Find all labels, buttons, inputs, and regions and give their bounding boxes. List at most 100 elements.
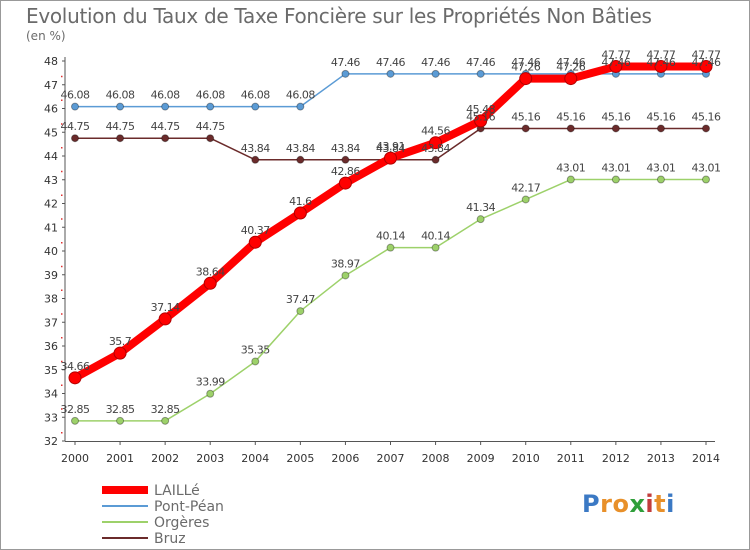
- data-point: [251, 102, 260, 111]
- data-label: 45.16: [601, 110, 630, 123]
- data-point: [206, 389, 215, 398]
- data-label: 47.46: [692, 56, 721, 69]
- data-point: [521, 195, 530, 204]
- data-point: [431, 155, 440, 164]
- y-tick-label: 43: [44, 174, 58, 187]
- data-label: 37.14: [151, 301, 180, 314]
- data-label: 46.08: [196, 89, 225, 102]
- unit-label: (en %): [26, 29, 66, 43]
- data-label: 32.85: [151, 403, 180, 416]
- data-point: [656, 175, 665, 184]
- y-tick-label: 42: [44, 198, 58, 211]
- data-label: 44.75: [151, 120, 180, 133]
- data-label: 45.16: [692, 110, 721, 123]
- data-point: [654, 59, 668, 73]
- data-label: 47.46: [376, 56, 405, 69]
- logo-letter: i: [645, 490, 655, 518]
- data-label: 47.26: [556, 61, 585, 74]
- data-point: [251, 155, 260, 164]
- data-point: [431, 69, 440, 78]
- data-label: 45.16: [556, 110, 585, 123]
- y-minor-tick: [61, 289, 63, 291]
- data-point: [113, 346, 127, 360]
- data-label: 43.01: [646, 162, 675, 175]
- logo-letter: x: [629, 490, 646, 518]
- data-point: [519, 72, 533, 86]
- y-tick-label: 32: [44, 435, 58, 448]
- data-label: 47.46: [646, 56, 675, 69]
- data-label: 43.91: [376, 140, 405, 153]
- y-tick-label: 35: [44, 364, 58, 377]
- data-label: 44.75: [196, 120, 225, 133]
- data-label: 37.47: [286, 293, 315, 306]
- data-point: [206, 134, 215, 143]
- x-tick-label: 2008: [422, 452, 450, 465]
- x-tick-label: 2005: [286, 452, 314, 465]
- data-label: 40.14: [421, 230, 450, 243]
- y-tick-label: 48: [44, 55, 58, 68]
- y-tick-label: 36: [44, 340, 58, 353]
- data-label: 42.86: [331, 165, 360, 178]
- data-point: [476, 69, 485, 78]
- x-tick-label: 2006: [331, 452, 359, 465]
- y-minor-tick: [61, 384, 63, 386]
- data-label: 43.01: [692, 162, 721, 175]
- data-label: 47.77: [646, 48, 675, 61]
- x-tick-label: 2002: [151, 452, 179, 465]
- y-minor-tick: [61, 265, 63, 268]
- data-point: [431, 243, 440, 252]
- data-point: [384, 151, 397, 165]
- y-tick-label: 41: [44, 221, 58, 234]
- data-point: [296, 307, 305, 316]
- y-minor-tick: [61, 218, 63, 220]
- y-minor-tick: [61, 313, 63, 315]
- data-point: [702, 175, 710, 184]
- data-point: [161, 416, 170, 425]
- data-label: 47.46: [466, 56, 495, 69]
- x-tick-label: 2003: [196, 452, 224, 465]
- data-label: 43.84: [331, 142, 360, 155]
- data-label: 45.48: [466, 103, 495, 116]
- data-label: 47.46: [556, 56, 585, 69]
- data-label: 34.66: [61, 360, 90, 373]
- data-point: [702, 124, 710, 133]
- y-minor-tick: [61, 408, 63, 410]
- data-label: 47.77: [692, 48, 721, 61]
- y-tick-label: 44: [44, 150, 58, 163]
- data-label: 45.16: [511, 110, 540, 123]
- data-label: 38.97: [331, 257, 360, 270]
- data-point: [296, 155, 305, 164]
- data-label: 47.77: [601, 48, 630, 61]
- y-tick-label: 34: [44, 388, 58, 401]
- y-minor-tick: [61, 75, 63, 78]
- data-point: [341, 155, 350, 164]
- data-label: 46.08: [106, 89, 135, 102]
- data-label: 47.26: [511, 61, 540, 74]
- y-tick-label: 46: [44, 103, 58, 116]
- data-point: [68, 371, 82, 385]
- data-label: 46.08: [241, 89, 270, 102]
- data-point: [71, 102, 79, 111]
- y-tick-label: 40: [44, 245, 58, 258]
- y-tick-label: 45: [44, 126, 58, 139]
- data-label: 40.14: [376, 230, 405, 243]
- data-label: 47.46: [421, 56, 450, 69]
- x-tick-label: 2001: [106, 452, 134, 465]
- data-label: 42.17: [511, 181, 540, 194]
- data-point: [293, 206, 307, 220]
- y-tick-label: 33: [44, 411, 58, 424]
- logo-letter: r: [600, 490, 613, 518]
- legend-label: Orgères: [154, 515, 209, 531]
- data-point: [203, 276, 217, 290]
- data-point: [474, 114, 488, 128]
- data-label: 45.16: [646, 110, 675, 123]
- data-point: [341, 271, 350, 280]
- data-point: [341, 69, 350, 78]
- data-label: 43.84: [376, 142, 405, 155]
- x-tick-label: 2012: [602, 452, 630, 465]
- x-tick-label: 2009: [467, 452, 495, 465]
- data-point: [429, 136, 443, 150]
- data-point: [386, 69, 395, 78]
- chart-title: Evolution du Taux de Taxe Foncière sur l…: [26, 4, 652, 28]
- y-tick-label: 38: [44, 293, 58, 306]
